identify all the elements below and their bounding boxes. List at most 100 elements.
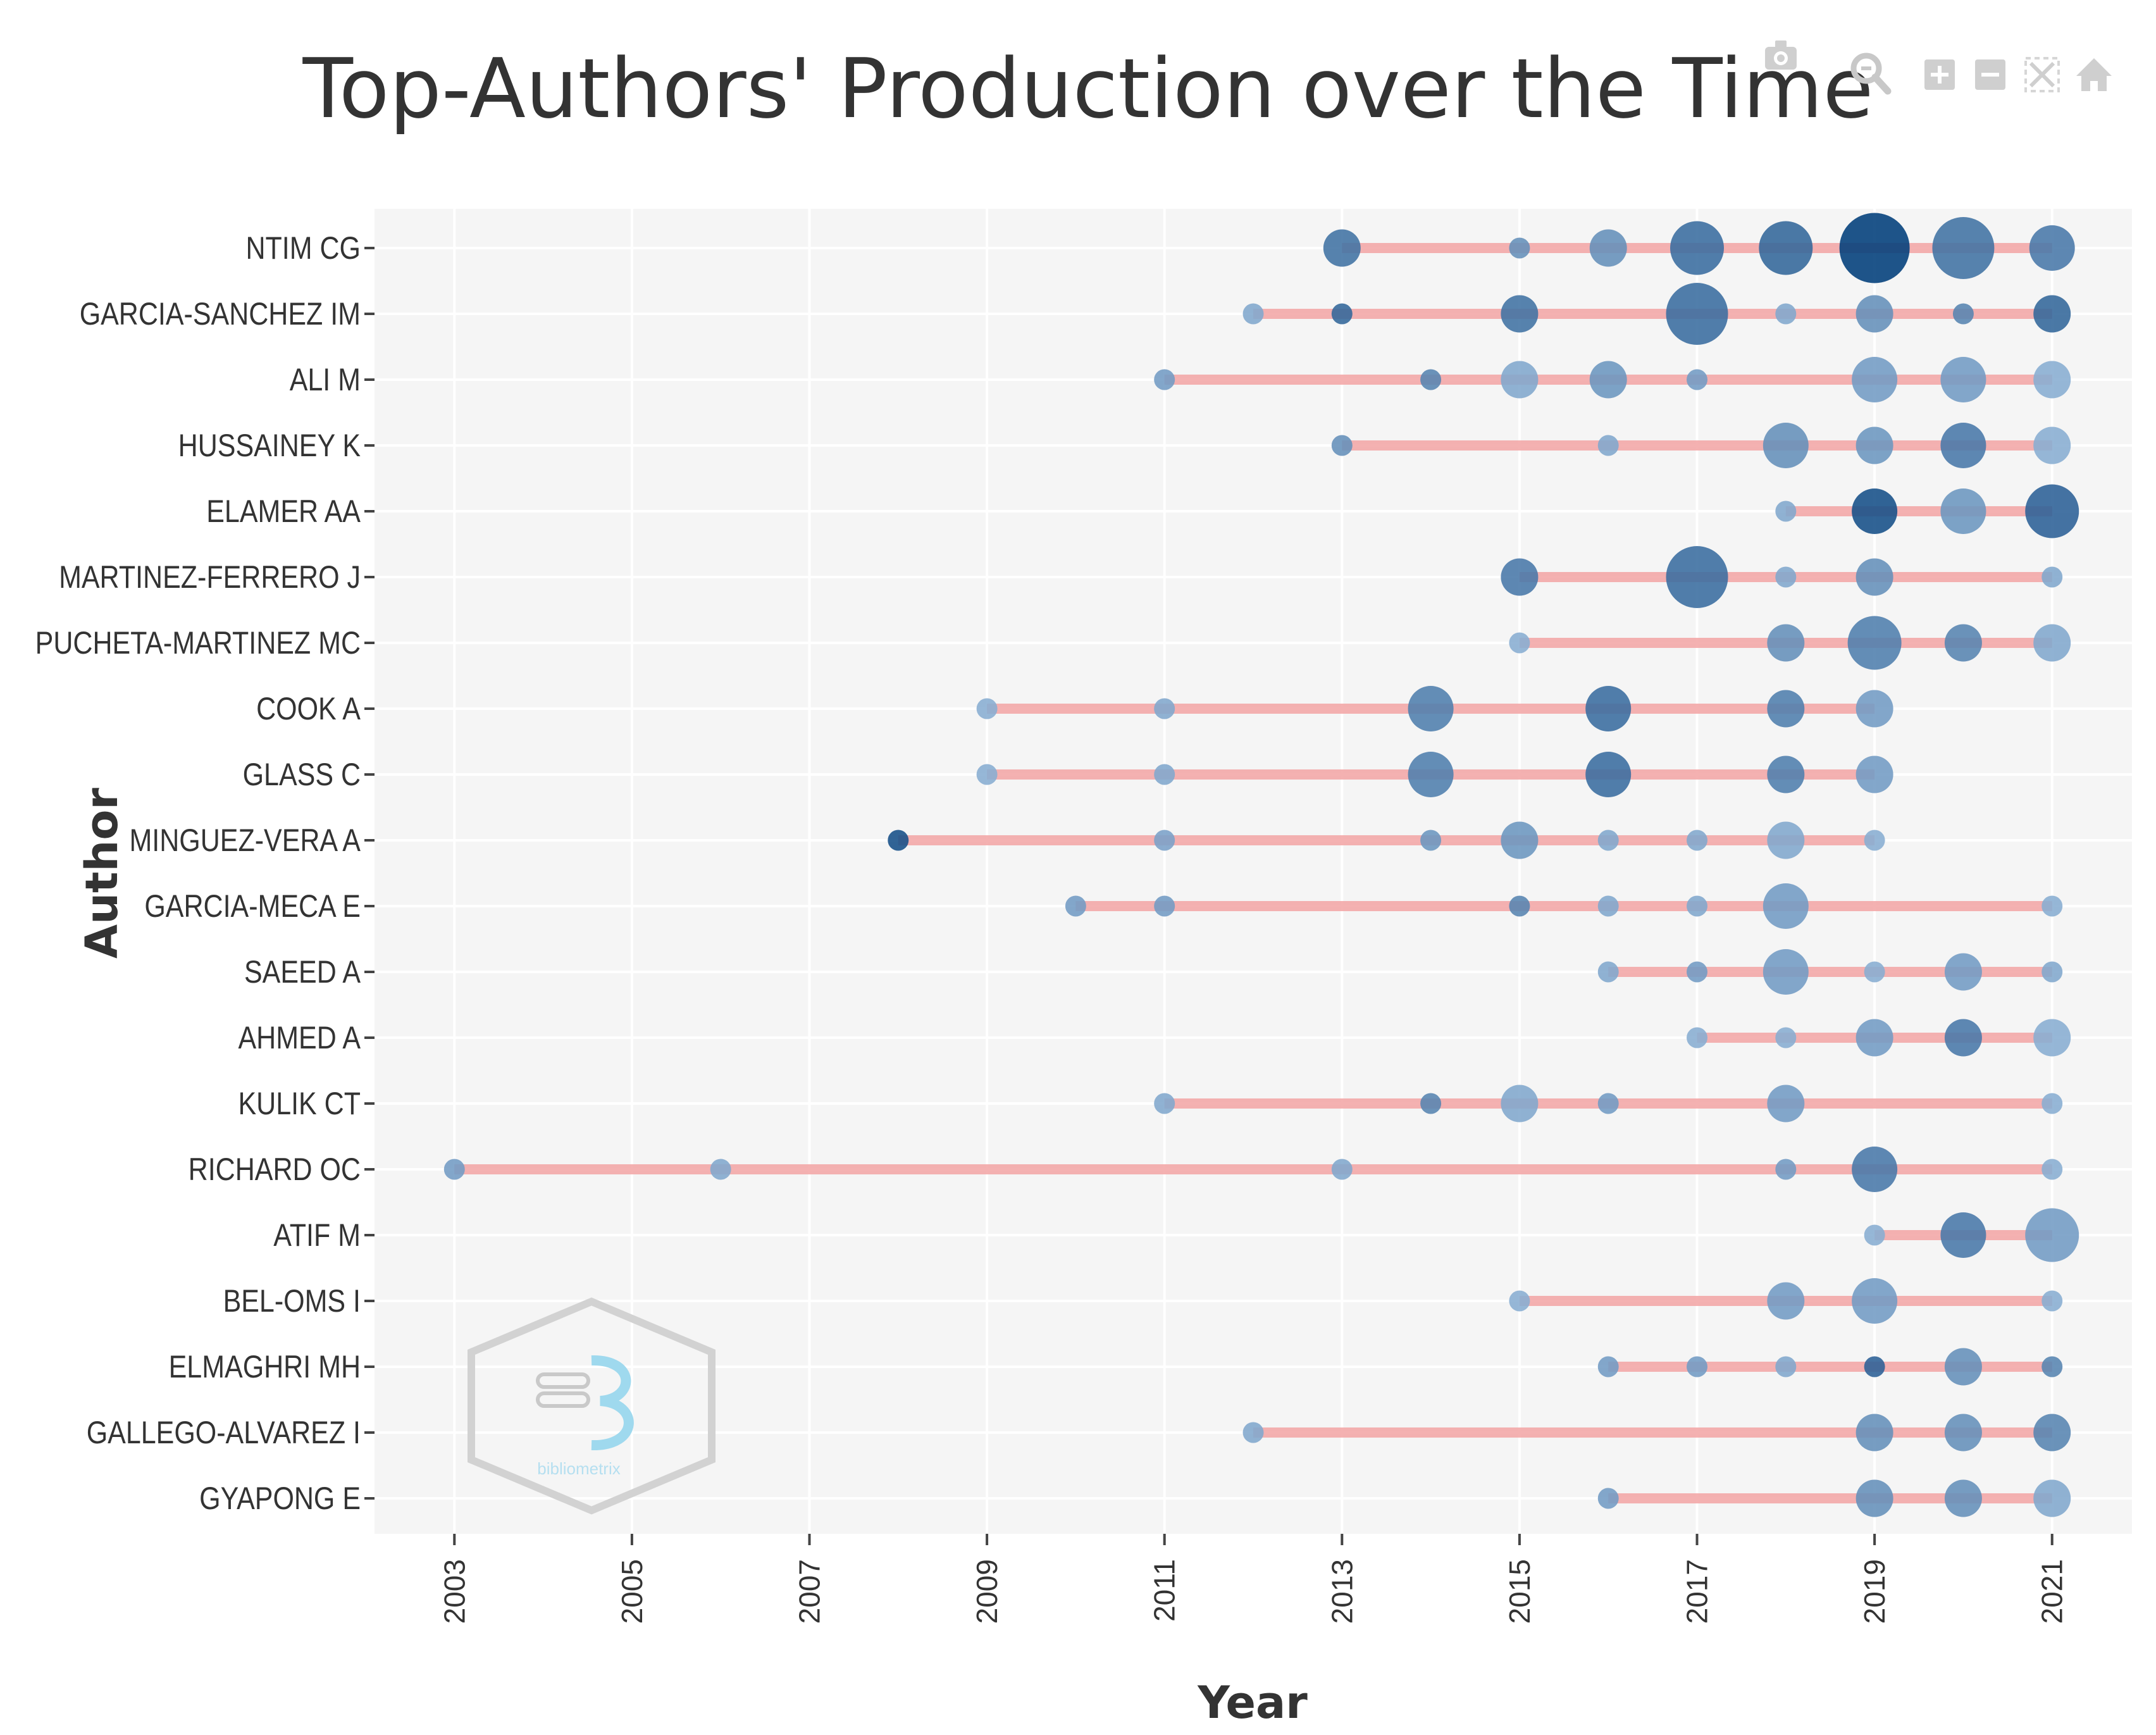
x-axis-title: Year — [1197, 1677, 1308, 1729]
x-tick-label: 2017 — [1681, 1559, 1714, 1624]
bubble-point — [1775, 501, 1797, 522]
y-tick-label: GARCIA-SANCHEZ IM — [80, 296, 361, 332]
bubble-point — [976, 764, 998, 785]
bubble-point — [1331, 1159, 1353, 1180]
home-icon[interactable] — [2076, 58, 2112, 91]
x-tick-label: 2011 — [1148, 1559, 1181, 1622]
bubble-point — [1759, 221, 1813, 275]
bubble-point — [976, 698, 998, 719]
bubble-point — [1154, 1093, 1175, 1114]
bubble-point — [1408, 752, 1454, 797]
bubble-point — [1597, 1093, 1619, 1114]
x-tick-label: 2003 — [438, 1559, 471, 1624]
y-tick-label: ALI M — [290, 362, 361, 397]
x-tick-label: 2019 — [1858, 1559, 1891, 1624]
bubble-point — [1242, 303, 1264, 325]
bubble-point — [888, 830, 909, 851]
bubble-point — [1670, 221, 1725, 275]
bubble-point — [1767, 624, 1805, 662]
bubble-point — [1864, 961, 1885, 983]
bubble-point — [1666, 283, 1728, 345]
y-tick-label: HUSSAINEY K — [178, 428, 361, 463]
bubble-point — [1856, 1479, 1893, 1517]
bubble-point — [1763, 883, 1809, 929]
x-tick-labels: 2003 2005 2007 2009 2011 2013 2015 2017 2019 2021 — [438, 1534, 2069, 1624]
x-tick-label: 2005 — [616, 1559, 648, 1624]
bubble-point — [1940, 1212, 1986, 1258]
y-tick-label: MARTINEZ-FERRERO J — [59, 559, 361, 595]
bubble-point — [1501, 558, 1539, 596]
bubble-point — [2041, 1356, 2063, 1377]
bubble-point — [1687, 961, 1708, 983]
bubble-point — [1852, 488, 1898, 534]
camera-icon[interactable] — [1765, 40, 1797, 70]
bubble-point — [1509, 1290, 1530, 1312]
bubble-point — [1944, 1348, 1982, 1386]
y-tick-label: BEL-OMS I — [223, 1283, 361, 1319]
bubble-point — [1589, 229, 1627, 267]
bubble-point — [1501, 821, 1539, 859]
bubble-point — [1775, 1027, 1797, 1048]
bubble-point — [2029, 225, 2075, 271]
bubble-point — [1154, 830, 1175, 851]
bubble-point — [1852, 1278, 1898, 1324]
bubble-point — [1154, 698, 1175, 719]
bubble-point — [1767, 821, 1805, 859]
bubble-point — [1597, 1488, 1619, 1509]
plot-background — [375, 209, 2132, 1534]
bubble-point — [2033, 361, 2071, 399]
bubble-point — [1509, 632, 1530, 654]
zoom-icon[interactable] — [1850, 53, 1892, 95]
bubble-point — [710, 1159, 731, 1180]
y-tick-label: PUCHETA-MARTINEZ MC — [35, 625, 361, 661]
bubble-point — [1944, 953, 1982, 991]
bubble-point — [2041, 566, 2063, 588]
bubble-point — [2025, 1208, 2079, 1262]
x-tick-label: 2015 — [1503, 1559, 1536, 1624]
bubble-point — [1501, 295, 1539, 333]
bubble-point — [1856, 1019, 1893, 1057]
bubble-point — [2033, 1479, 2071, 1517]
bubble-point — [1940, 488, 1986, 534]
bubble-point — [1847, 616, 1902, 670]
bubble-point — [1065, 895, 1086, 917]
bubble-point — [1597, 1356, 1619, 1377]
bubble-point — [1501, 1085, 1539, 1122]
bubble-point — [1864, 1224, 1885, 1246]
y-tick-label: GLASS C — [243, 757, 361, 792]
bubble-point — [1944, 1414, 1982, 1452]
bubble-point — [1589, 361, 1627, 399]
x-tick-label: 2009 — [970, 1559, 1003, 1624]
bubble-point — [1585, 686, 1632, 731]
x-tick-label: 2021 — [2036, 1559, 2069, 1624]
bubble-point — [1944, 624, 1982, 662]
bubble-point — [1767, 1085, 1805, 1122]
autoscale-icon[interactable] — [2024, 57, 2060, 92]
y-tick-label: RICHARD OC — [189, 1152, 361, 1187]
y-tick-labels: NTIM CG GARCIA-SANCHEZ IM ALI M HUSSAINEY K… — [35, 230, 375, 1516]
bubble-point — [2041, 961, 2063, 983]
zoom-out-icon[interactable] — [1975, 59, 2005, 90]
y-tick-label: KULIK CT — [238, 1086, 361, 1121]
bubble-point — [1154, 895, 1175, 917]
y-tick-label: AHMED A — [238, 1020, 361, 1055]
bubble-point — [1775, 1356, 1797, 1377]
bubble-point — [2033, 1414, 2071, 1452]
x-tick-label: 2013 — [1325, 1559, 1358, 1624]
bubble-point — [2033, 295, 2071, 333]
bubble-point — [1331, 303, 1353, 325]
modebar — [1765, 40, 2112, 95]
bubble-point — [1597, 435, 1619, 456]
bubble-point — [1763, 423, 1809, 468]
bubble-point — [1420, 1093, 1442, 1114]
bubble-point — [1154, 764, 1175, 785]
bubble-point — [1775, 303, 1797, 325]
bubble-point — [1597, 830, 1619, 851]
y-tick-label: NTIM CG — [245, 230, 361, 266]
bubble-point — [1775, 566, 1797, 588]
bubble-point — [1767, 756, 1805, 793]
bubble-point — [1852, 357, 1898, 402]
zoom-in-icon[interactable] — [1924, 59, 1955, 90]
bibliometrix-logo: bibliometrix — [468, 1297, 716, 1515]
y-tick-label: ELAMER AA — [206, 494, 361, 529]
